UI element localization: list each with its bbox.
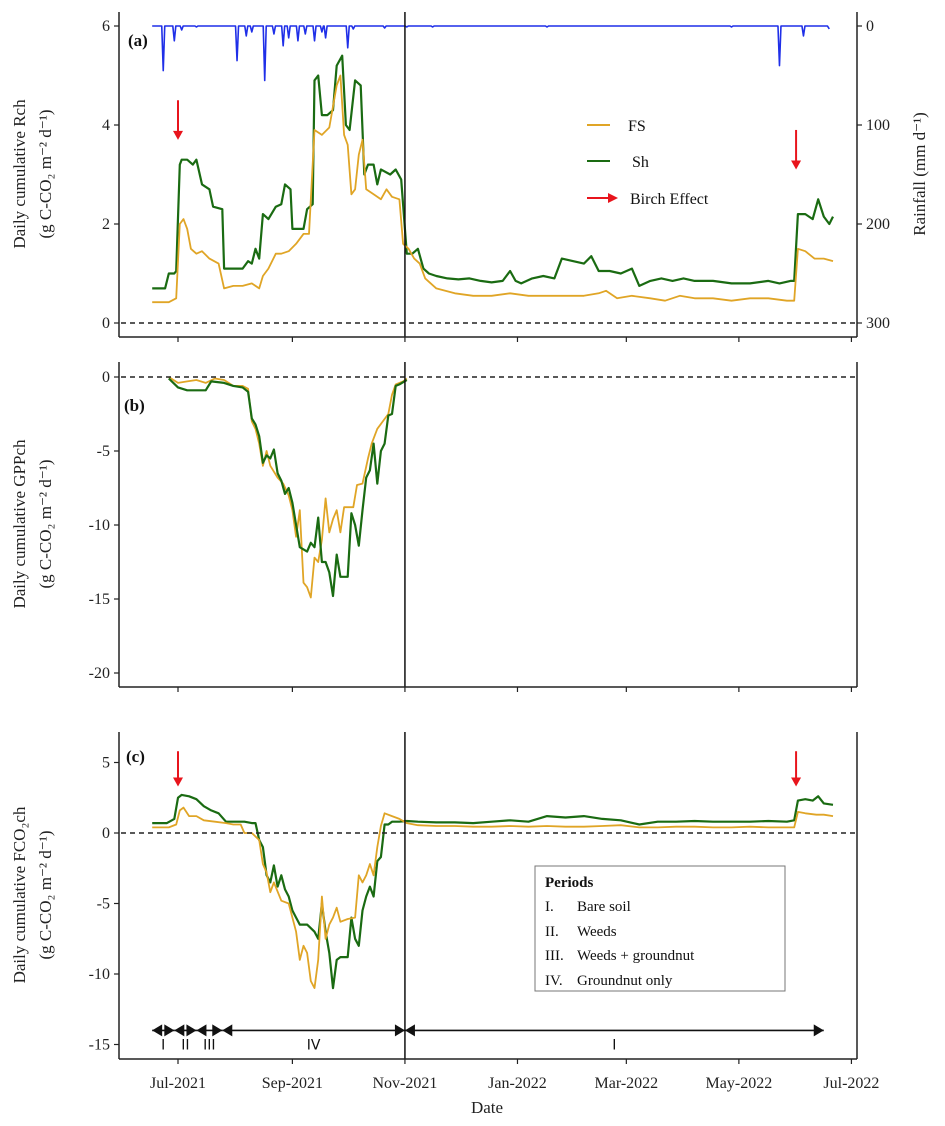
rainfall-tick-label: 100 xyxy=(866,117,890,134)
y-tick-label: 2 xyxy=(102,216,110,233)
birch-effect-arrowhead-icon xyxy=(173,130,183,140)
birch-effect-arrowhead-icon xyxy=(173,777,183,787)
panel-a-ylabel-units: (g C-CO₂ m⁻² d⁻¹) xyxy=(36,110,55,239)
panel-c-fco2ch: I II III IV I 50-5-10-15 (c) Daily cumulativ… xyxy=(10,732,858,1064)
y-tick-label: -20 xyxy=(89,665,110,682)
period-arrowhead-left-icon xyxy=(404,1024,415,1037)
periods-legend-box xyxy=(534,865,786,992)
series-line-fs xyxy=(168,376,408,599)
x-axis-tick-labels: Jul-2021 Sep-2021 Nov-2021 Jan-2022 Mar-2022… xyxy=(150,1075,879,1092)
panel-b-axes: 0 -5 -10 -15 -20 xyxy=(89,362,858,692)
y-tick-label: 0 xyxy=(102,369,110,386)
panel-c-axes: 5 0 -5 -10 -15 xyxy=(89,732,858,1064)
period-segment-label: II xyxy=(181,1037,189,1053)
y-tick-label: -5 xyxy=(97,443,110,460)
panel-c-ylabel: Daily cumulative FCO₂ch xyxy=(10,806,29,983)
y-tick-label: -10 xyxy=(89,966,110,983)
x-tick-label: Jul-2022 xyxy=(823,1075,879,1092)
x-tick-label: Jul-2021 xyxy=(150,1075,206,1092)
series-line-fs xyxy=(152,74,834,304)
series-line-sh xyxy=(152,793,834,990)
x-tick-label: Jan-2022 xyxy=(488,1075,547,1092)
period-text-3: Weeds + groundnut xyxy=(577,948,695,964)
period-segment-label: IV xyxy=(307,1037,321,1053)
legend-birch-arrowhead-icon xyxy=(608,193,618,203)
panel-a-birch-arrows xyxy=(173,100,802,170)
series-line-sh xyxy=(152,54,834,290)
panel-c-series xyxy=(152,793,834,990)
period-numeral-1: I. xyxy=(545,899,554,915)
rainfall-line xyxy=(152,25,830,82)
period-arrowhead-left-icon xyxy=(196,1024,207,1037)
periods-legend: Periods I. Bare soil II. Weeds III. Weed… xyxy=(534,865,786,992)
y-tick-label: -5 xyxy=(97,896,110,913)
y-tick-label: 6 xyxy=(102,18,110,35)
period-arrowhead-right-icon xyxy=(164,1024,175,1037)
period-numeral-3: III. xyxy=(545,948,564,964)
period-numeral-2: II. xyxy=(545,924,559,940)
panel-c-ylabel-units: (g C-CO₂ m⁻² d⁻¹) xyxy=(36,831,55,960)
panel-c-label: (c) xyxy=(126,747,145,766)
x-tick-label: Mar-2022 xyxy=(594,1075,658,1092)
series-line-fs xyxy=(152,806,834,989)
y-tick-label: 5 xyxy=(102,755,110,772)
x-tick-label: May-2022 xyxy=(706,1075,773,1092)
period-arrowhead-right-icon xyxy=(212,1024,223,1037)
panel-c-birch-arrows xyxy=(173,751,802,787)
y-tick-label: 4 xyxy=(102,117,110,134)
rainfall-tick-label: 300 xyxy=(866,315,890,332)
panel-b-ylabel-units: (g C-CO₂ m⁻² d⁻¹) xyxy=(36,460,55,589)
period-arrowhead-left-icon xyxy=(174,1024,185,1037)
period-segment-label: I xyxy=(161,1037,165,1053)
legend: FS Sh Birch Effect xyxy=(587,118,709,208)
period-text-2: Weeds xyxy=(577,924,617,940)
rainfall-tick-label: 200 xyxy=(866,216,890,233)
rainfall-series xyxy=(152,25,830,82)
x-tick-label: Sep-2021 xyxy=(262,1075,323,1092)
period-text-4: Groundnut only xyxy=(577,973,673,989)
y-tick-label: 0 xyxy=(102,315,110,332)
panel-b-series xyxy=(168,376,408,599)
y-tick-label: 0 xyxy=(102,825,110,842)
period-segment-label: III xyxy=(203,1037,215,1053)
y-tick-label: -10 xyxy=(89,517,110,534)
y-tick-label: -15 xyxy=(89,591,110,608)
panel-b-gppch: 0-5-10-15-20 (b) Daily cumulative GPPch … xyxy=(10,362,858,692)
legend-birch-label: Birch Effect xyxy=(630,191,709,208)
birch-effect-arrowhead-icon xyxy=(791,777,802,787)
series-line-sh xyxy=(168,377,408,598)
y-tick-label: -15 xyxy=(89,1037,110,1054)
period-arrowhead-left-icon xyxy=(152,1024,163,1037)
period-arrowhead-left-icon xyxy=(222,1024,233,1037)
period-arrowhead-right-icon xyxy=(813,1024,824,1037)
period-text-1: Bare soil xyxy=(577,899,631,915)
periods-legend-title: Periods xyxy=(545,875,593,891)
x-axis-title: Date xyxy=(471,1098,503,1117)
panel-b-ylabel: Daily cumulative GPPch xyxy=(10,439,29,609)
period-arrowhead-right-icon xyxy=(186,1024,197,1037)
rainfall-axis-label: Rainfall (mm d⁻¹) xyxy=(910,112,929,236)
period-segment-label: I xyxy=(612,1037,616,1053)
x-tick-label: Nov-2021 xyxy=(372,1075,437,1092)
period-numeral-4: IV. xyxy=(545,973,563,989)
periods-bar: I II III IV I xyxy=(152,1024,824,1053)
birch-effect-arrowhead-icon xyxy=(791,160,802,170)
legend-sh-label: Sh xyxy=(632,154,649,171)
panel-a-series xyxy=(152,54,834,304)
panel-b-label: (b) xyxy=(124,396,145,415)
rainfall-tick-label: 0 xyxy=(866,18,874,35)
panel-a-axes: 0 2 4 6 0 100 200 300 xyxy=(102,12,890,342)
legend-fs-label: FS xyxy=(628,118,646,135)
period-arrowhead-right-icon xyxy=(394,1024,405,1037)
panel-a-label: (a) xyxy=(128,31,148,50)
panel-a-ylabel: Daily cumulative Rch xyxy=(10,99,29,249)
